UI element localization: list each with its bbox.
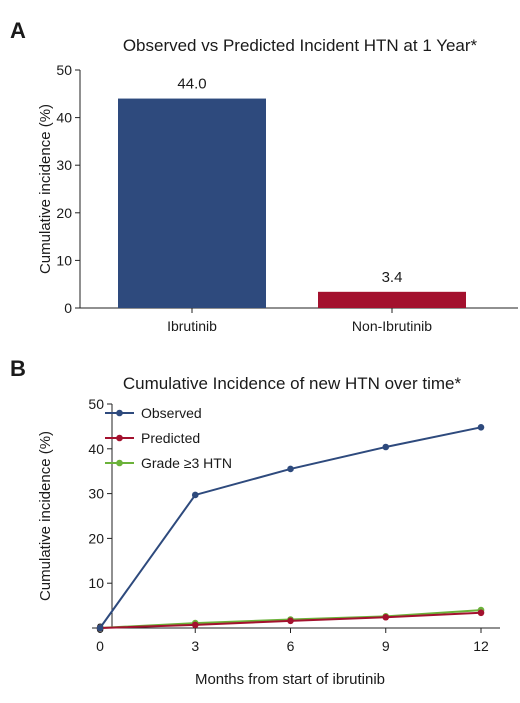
- series-point-observed: [191, 491, 199, 499]
- x-tick-label: 3: [191, 638, 199, 654]
- x-tick-label: 9: [382, 638, 390, 654]
- legend-marker-observed: [116, 409, 123, 417]
- y-tick-label: 0: [64, 300, 72, 316]
- y-tick-label: 20: [56, 205, 72, 221]
- y-tick-label: 40: [56, 110, 72, 126]
- bar-value-label: 3.4: [382, 269, 403, 286]
- legend-label-observed: Observed: [141, 405, 202, 421]
- x-tick-label: 12: [473, 638, 489, 654]
- x-tick-label: 0: [96, 638, 104, 654]
- panel-b: B Cumulative Incidence of new HTN over ti…: [10, 356, 500, 688]
- series-point-observed: [382, 443, 390, 451]
- y-tick-label: 50: [56, 62, 72, 78]
- chart-title: Observed vs Predicted Incident HTN at 1 …: [123, 36, 478, 55]
- chart-title: Cumulative Incidence of new HTN over tim…: [123, 374, 462, 393]
- y-tick-label: 20: [88, 530, 104, 546]
- series-point-observed: [287, 465, 294, 473]
- legend-label-predicted: Predicted: [141, 430, 200, 446]
- y-tick-label: 30: [56, 157, 72, 173]
- y-tick-label: 30: [88, 486, 104, 502]
- y-axis-label: Cumulative incidence (%): [37, 104, 54, 274]
- y-tick-label: 10: [88, 575, 104, 591]
- series-point-observed: [96, 624, 104, 632]
- bar-non-ibrutinib: [318, 291, 466, 308]
- y-tick-label: 40: [88, 441, 104, 457]
- series-point-predicted: [191, 621, 199, 629]
- y-axis-label: Cumulative incidence (%): [37, 431, 54, 601]
- panel-letter: A: [10, 18, 26, 43]
- series-point-predicted: [382, 613, 390, 621]
- panel-a: A Observed vs Predicted Incident HTN at 1…: [10, 18, 518, 334]
- legend-label-grade-3-htn: Grade ≥3 HTN: [141, 455, 232, 471]
- y-tick-label: 50: [88, 396, 104, 412]
- series-point-observed: [477, 423, 485, 431]
- x-tick-label: Non-Ibrutinib: [352, 318, 432, 334]
- x-axis-label: Months from start of ibrutinib: [195, 671, 385, 688]
- panel-letter: B: [10, 356, 26, 381]
- legend-marker-predicted: [116, 434, 123, 442]
- y-tick-label: 10: [56, 252, 72, 268]
- series-point-predicted: [287, 617, 294, 625]
- series-point-predicted: [477, 609, 485, 617]
- bar-value-label: 44.0: [177, 76, 206, 93]
- legend-marker-grade-3-htn: [116, 459, 123, 467]
- x-tick-label: Ibrutinib: [167, 318, 217, 334]
- x-tick-label: 6: [287, 638, 295, 654]
- bar-ibrutinib: [118, 98, 266, 308]
